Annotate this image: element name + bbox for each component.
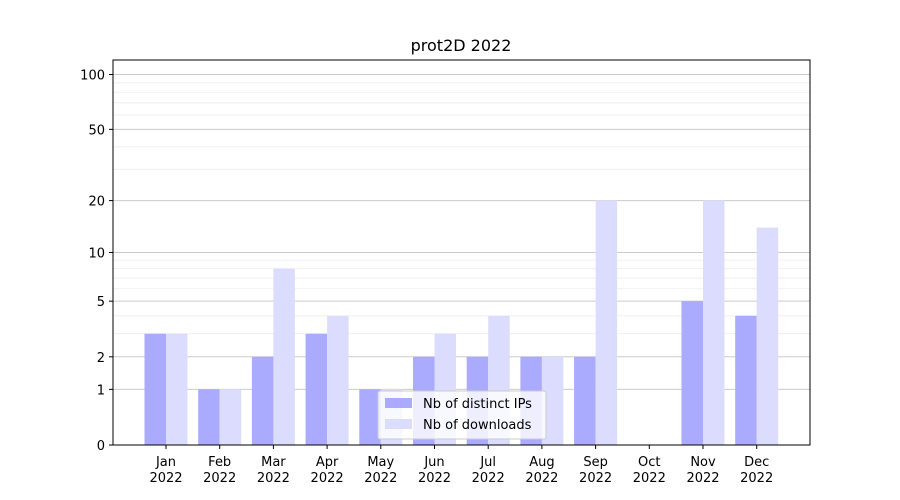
x-tick-label-year: 2022 bbox=[472, 471, 505, 486]
x-tick-label-year: 2022 bbox=[525, 471, 558, 486]
x-tick-label-month: Mar bbox=[261, 455, 286, 470]
x-axis: Jan2022Feb2022Mar2022Apr2022May2022Jun20… bbox=[149, 445, 773, 486]
legend-swatch-downloads bbox=[385, 419, 412, 429]
x-tick-label-month: May bbox=[367, 455, 394, 470]
legend: Nb of distinct IPs Nb of downloads bbox=[377, 390, 547, 440]
x-tick-label-month: Apr bbox=[316, 455, 339, 470]
bar-distinct-ips-feb bbox=[198, 389, 220, 445]
y-tick-label: 5 bbox=[97, 295, 105, 310]
legend-swatch-distinct-ips bbox=[385, 398, 412, 408]
x-tick-label-month: Oct bbox=[638, 455, 660, 470]
x-tick-label-year: 2022 bbox=[364, 471, 397, 486]
y-tick-label: 10 bbox=[88, 247, 105, 262]
y-tick-label: 20 bbox=[88, 195, 105, 210]
y-tick-label: 50 bbox=[88, 123, 105, 138]
x-tick-label-month: Dec bbox=[744, 455, 769, 470]
y-axis: 0 1 2 5 10 20 50 100 bbox=[80, 69, 113, 454]
x-tick-label-month: Aug bbox=[529, 455, 554, 470]
bar-downloads-aug bbox=[541, 356, 564, 445]
legend-box bbox=[377, 390, 547, 440]
y-tick-label: 2 bbox=[97, 351, 105, 366]
legend-label-downloads: Nb of downloads bbox=[423, 418, 532, 433]
legend-label-distinct-ips: Nb of distinct IPs bbox=[423, 397, 532, 412]
x-tick-label-year: 2022 bbox=[740, 471, 773, 486]
x-tick-label-year: 2022 bbox=[149, 471, 182, 486]
bar-distinct-ips-mar bbox=[251, 356, 274, 445]
bar-downloads-feb bbox=[219, 389, 242, 445]
x-tick-label-year: 2022 bbox=[579, 471, 612, 486]
bar-distinct-ips-dec bbox=[735, 315, 757, 445]
bar-distinct-ips-jan bbox=[144, 333, 166, 445]
bar-distinct-ips-may bbox=[359, 389, 381, 445]
y-tick-label: 0 bbox=[97, 439, 105, 454]
x-tick-label-month: Nov bbox=[690, 455, 716, 470]
chart-title: prot2D 2022 bbox=[411, 36, 512, 55]
x-tick-label-month: Jul bbox=[479, 455, 496, 470]
x-tick-label-year: 2022 bbox=[633, 471, 666, 486]
x-tick-label-year: 2022 bbox=[686, 471, 719, 486]
bar-downloads-mar bbox=[273, 268, 295, 445]
x-tick-label-year: 2022 bbox=[418, 471, 451, 486]
bar-distinct-ips-apr bbox=[305, 333, 328, 445]
x-tick-label-year: 2022 bbox=[203, 471, 236, 486]
bar-distinct-ips-sep bbox=[574, 356, 596, 445]
y-tick-label: 1 bbox=[97, 383, 105, 398]
x-tick-label-year: 2022 bbox=[311, 471, 344, 486]
bar-downloads-sep bbox=[595, 200, 618, 445]
y-tick-label: 100 bbox=[80, 69, 105, 84]
bar-downloads-apr bbox=[327, 315, 349, 445]
x-tick-label-month: Feb bbox=[208, 455, 231, 470]
x-tick-label-month: Jun bbox=[423, 455, 444, 470]
bar-downloads-nov bbox=[703, 200, 725, 445]
x-tick-label-month: Sep bbox=[583, 455, 608, 470]
x-tick-label-month: Jan bbox=[155, 455, 176, 470]
bar-downloads-jan bbox=[166, 333, 188, 445]
x-tick-label-year: 2022 bbox=[257, 471, 290, 486]
bar-distinct-ips-nov bbox=[681, 301, 703, 445]
bar-downloads-dec bbox=[756, 227, 779, 445]
